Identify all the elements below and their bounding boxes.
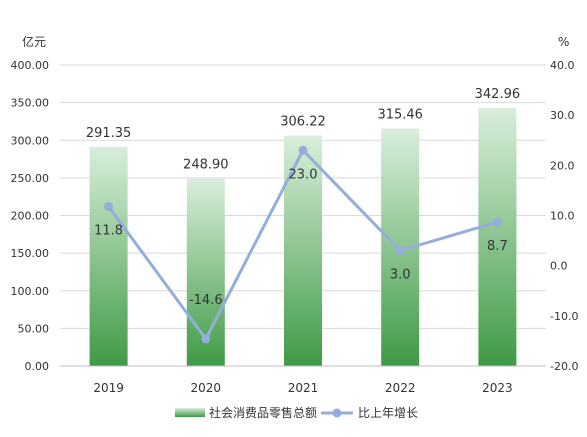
left-tick-label: 350.00 <box>11 97 50 110</box>
line-data-label: 8.7 <box>487 239 508 254</box>
left-axis: 0.00 50.00 100.00 150.00 200.00 250.00 300.00 3… <box>11 59 50 373</box>
right-tick-label: 30.0 <box>550 109 575 122</box>
left-tick-label: 250.00 <box>11 172 50 185</box>
right-tick-label: 40.0 <box>550 59 575 72</box>
bar <box>89 146 128 366</box>
legend-bar-label: 社会消费品零售总额 <box>209 405 317 420</box>
x-tick-label: 2022 <box>385 381 416 395</box>
left-tick-label: 0.00 <box>25 360 50 373</box>
bar-labels: 291.35 248.90 306.22 315.46 342.96 <box>86 87 520 173</box>
x-axis: 2019 2020 2021 2022 2023 <box>60 365 546 395</box>
bar-data-label: 342.96 <box>475 87 521 102</box>
bar-data-label: 315.46 <box>377 108 423 123</box>
line-point <box>104 201 114 211</box>
bar-data-label: 248.90 <box>183 158 229 173</box>
legend: 社会消费品零售总额 比上年增长 <box>175 405 418 420</box>
right-tick-label: 0.0 <box>550 260 568 273</box>
left-tick-label: 100.00 <box>11 285 50 298</box>
x-tick-label: 2023 <box>482 381 513 395</box>
line-series <box>104 145 502 344</box>
legend-bar-swatch <box>175 408 205 417</box>
left-tick-label: 50.00 <box>18 322 50 335</box>
left-tick-label: 150.00 <box>11 247 50 260</box>
legend-line-marker <box>332 408 342 418</box>
left-tick-label: 200.00 <box>11 210 50 223</box>
bar-data-label: 291.35 <box>86 126 132 141</box>
x-tick-label: 2019 <box>93 381 124 395</box>
right-axis: -20.0 -10.0 0.0 10.0 20.0 30.0 40.0 <box>550 59 578 373</box>
line-point <box>395 246 405 256</box>
line-data-label: 11.8 <box>94 223 123 238</box>
left-tick-label: 300.00 <box>11 134 50 147</box>
line-point <box>201 334 211 344</box>
right-tick-label: -20.0 <box>550 360 578 373</box>
line-point <box>298 145 308 155</box>
right-tick-label: 10.0 <box>550 210 575 223</box>
right-tick-label: 20.0 <box>550 159 575 172</box>
left-tick-label: 400.00 <box>11 59 50 72</box>
line-data-label: 23.0 <box>289 167 318 182</box>
line-point <box>492 217 502 227</box>
right-tick-label: -10.0 <box>550 310 578 323</box>
bar <box>478 107 517 366</box>
line-data-label: -14.6 <box>189 293 223 308</box>
line-data-label: 3.0 <box>390 268 411 283</box>
bar-data-label: 306.22 <box>280 115 326 130</box>
left-axis-unit: 亿元 <box>22 34 46 49</box>
x-tick-label: 2020 <box>191 381 222 395</box>
right-axis-unit: % <box>558 35 569 49</box>
x-tick-label: 2021 <box>288 381 319 395</box>
legend-line-label: 比上年增长 <box>358 406 418 420</box>
line-labels: 11.8 -14.6 23.0 3.0 8.7 <box>94 167 508 308</box>
